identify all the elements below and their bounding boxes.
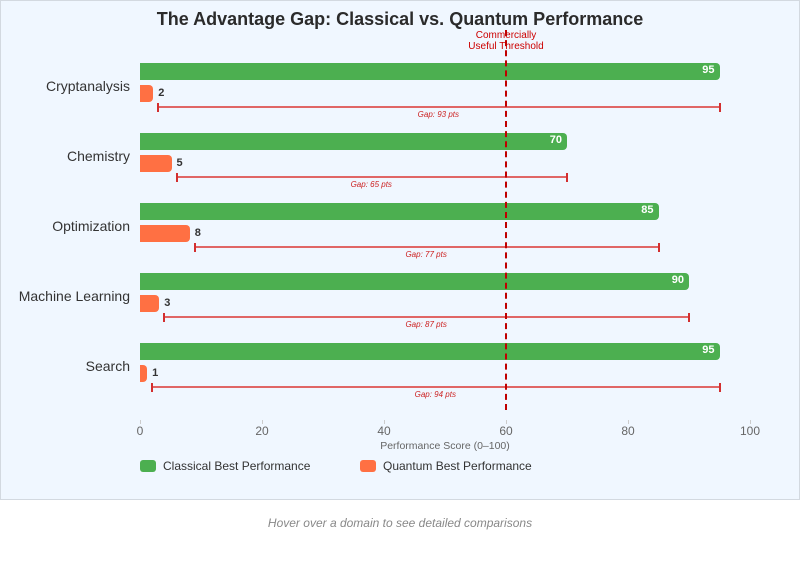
- classical-value: 95: [702, 344, 715, 356]
- classical-bar[interactable]: 70: [140, 133, 567, 150]
- gap-line: [163, 316, 689, 318]
- category-label: Search: [85, 358, 130, 374]
- classical-value: 85: [641, 204, 654, 216]
- gap-line: [151, 386, 720, 388]
- legend-item-quantum[interactable]: Quantum Best Performance: [360, 459, 532, 473]
- x-tick-label: 80: [621, 424, 635, 438]
- x-tick: [506, 420, 507, 424]
- classical-bar[interactable]: 85: [140, 203, 659, 220]
- gap-cap: [175, 172, 178, 182]
- x-tick: [628, 420, 629, 424]
- x-tick-label: 20: [255, 424, 269, 438]
- legend-label-classical: Classical Best Performance: [163, 459, 311, 473]
- legend-swatch-classical: [140, 460, 156, 472]
- x-tick-label: 100: [739, 424, 761, 438]
- quantum-bar[interactable]: [140, 295, 160, 312]
- quantum-bar[interactable]: [140, 225, 190, 242]
- chart-panel: [0, 0, 800, 500]
- gap-line: [193, 246, 659, 248]
- threshold-line: [505, 30, 507, 410]
- quantum-value: 5: [176, 157, 183, 169]
- gap-cap: [688, 312, 690, 322]
- gap-label: Gap: 93 pts: [417, 110, 460, 119]
- gap-cap: [157, 102, 160, 112]
- classical-value: 70: [549, 134, 562, 146]
- gap-cap: [718, 102, 721, 112]
- category-label: Optimization: [52, 218, 130, 234]
- quantum-value: 8: [194, 227, 201, 239]
- gap-cap: [566, 172, 568, 182]
- quantum-value: 2: [158, 87, 165, 99]
- x-tick-label: 60: [499, 424, 513, 438]
- category-label: Chemistry: [66, 148, 130, 164]
- legend-label-quantum: Quantum Best Performance: [383, 459, 532, 473]
- quantum-bar[interactable]: [140, 365, 148, 382]
- quantum-value: 3: [164, 297, 171, 309]
- x-axis-label: Performance Score (0–100): [380, 440, 510, 452]
- gap-cap: [718, 382, 721, 392]
- legend-swatch-quantum: [360, 460, 376, 472]
- gap-line: [175, 176, 567, 178]
- x-tick: [262, 420, 263, 424]
- classical-bar[interactable]: 95: [140, 343, 720, 360]
- gap-cap: [163, 312, 166, 322]
- gap-cap: [193, 242, 196, 252]
- category-label: Cryptanalysis: [45, 78, 130, 94]
- gap-label: Gap: 94 pts: [414, 390, 456, 399]
- gap-line: [157, 106, 720, 108]
- gap-label: Gap: 87 pts: [405, 320, 447, 329]
- gap-cap: [657, 242, 660, 252]
- classical-bar[interactable]: 90: [140, 273, 689, 290]
- hover-hint: Hover over a domain to see detailed comp…: [267, 516, 533, 530]
- gap-label: Gap: 77 pts: [405, 250, 447, 259]
- x-tick-label: 40: [377, 424, 391, 438]
- gap-label: Gap: 65 pts: [350, 180, 392, 189]
- quantum-bar[interactable]: [140, 155, 172, 172]
- classical-bar[interactable]: 95: [140, 63, 720, 80]
- quantum-value: 1: [152, 367, 159, 379]
- x-tick-label: 0: [136, 424, 144, 438]
- category-label: Machine Learning: [18, 288, 130, 304]
- classical-value: 95: [702, 64, 715, 76]
- x-tick: [750, 420, 751, 424]
- quantum-bar[interactable]: [140, 85, 154, 102]
- gap-cap: [151, 382, 154, 392]
- classical-value: 90: [671, 274, 684, 286]
- legend-item-classical[interactable]: Classical Best Performance: [140, 459, 310, 473]
- chart-title: The Advantage Gap: Classical vs. Quantum…: [156, 9, 644, 29]
- x-tick: [384, 420, 385, 424]
- x-tick: [140, 420, 141, 424]
